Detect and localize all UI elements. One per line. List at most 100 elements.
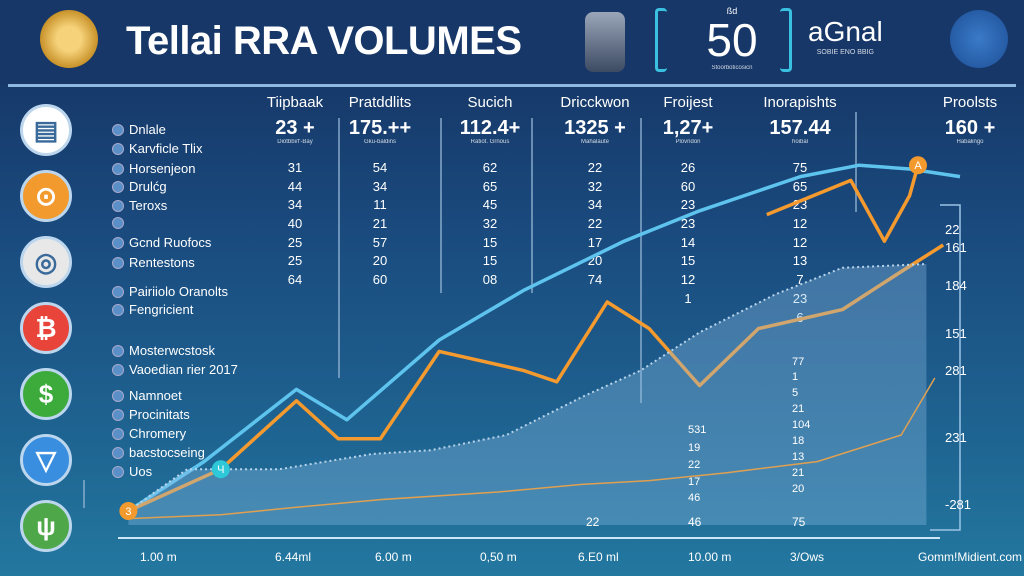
column-sub: Habalingo <box>956 139 984 145</box>
legend-label: Gcnd Ruofocs <box>129 235 212 250</box>
inline-label: 13 <box>792 451 805 463</box>
inline-label: 104 <box>792 419 811 431</box>
table-cell: 57 <box>372 234 388 250</box>
table-cell: 34 <box>372 178 388 194</box>
table-cell: 34 <box>587 197 603 213</box>
legend-label: Rentestons <box>129 255 195 270</box>
table-cell: 25 <box>287 234 303 250</box>
table-column: Dricckwon 1325 + Mahalaute 22 32 34 22 17 20 74 <box>560 94 629 291</box>
legend-label: Fengricient <box>129 302 194 317</box>
marker-label: 3 <box>125 506 131 518</box>
right-axis-label: 184 <box>945 278 967 293</box>
table-cell: 20 <box>372 253 388 269</box>
table-cell: 14 <box>680 234 696 250</box>
legend-label: Uos <box>129 464 153 479</box>
series-area <box>128 264 927 525</box>
table-cell: 11 <box>373 197 387 213</box>
legend-dot-icon <box>112 465 124 478</box>
legend-dot-icon <box>112 217 124 229</box>
table-column: Pratddlits 175.++ Gku-baldins 54 34 11 21 57 20 6… <box>349 94 412 291</box>
table-cell: 22 <box>587 216 603 232</box>
legend-item: Rentestons <box>112 255 195 270</box>
legend-dot-icon <box>112 344 124 357</box>
column-header: Tiipbaak <box>266 94 324 111</box>
coins-icon[interactable]: ◎ <box>20 236 72 288</box>
plug-icon[interactable]: ψ <box>20 500 72 552</box>
table-cell: 32 <box>482 216 498 232</box>
x-tick-label: 0,50 m <box>480 550 517 564</box>
inline-label: 19 <box>688 442 701 454</box>
brand: aGnal SOBIE ENO BBIG <box>808 16 883 57</box>
table-cell: 26 <box>680 160 696 175</box>
bottom-label: 75 <box>792 515 806 529</box>
series-line <box>127 163 961 513</box>
legend-label: Pairiiolo Oranolts <box>129 284 228 299</box>
column-value: 175.++ <box>348 117 412 139</box>
legend-dot-icon <box>112 389 124 402</box>
document-icon[interactable]: ▤ <box>20 104 72 156</box>
legend-item: Vaoedian rier 2017 <box>112 362 238 377</box>
table-cell: 12 <box>792 216 808 232</box>
header-divider <box>8 84 1016 87</box>
table-cell: 15 <box>680 253 696 269</box>
table-cell: 23 <box>680 197 696 213</box>
marker-label: A <box>914 160 922 172</box>
legend-label: Teroxs <box>129 198 168 213</box>
legend-dot-icon <box>112 408 124 421</box>
x-tick-label: 6.E0 ml <box>578 550 619 564</box>
table-cell: 65 <box>482 178 498 194</box>
legend-item <box>112 217 129 229</box>
x-tick-label: 3/Ows <box>790 550 825 564</box>
inline-label: 1 <box>792 371 799 383</box>
right-axis <box>930 204 961 531</box>
table-column: Froijest 1,27+ Plovndon 26 60 23 23 14 15 12 1 <box>663 94 714 310</box>
divider <box>338 118 340 378</box>
bracket-left <box>655 8 667 72</box>
legend-label: Karvficle Tlix <box>129 141 203 156</box>
inline-label: 5 <box>792 387 799 399</box>
legend-label: Chromery <box>129 426 187 441</box>
table-cell: 60 <box>680 178 696 194</box>
column-header: Froijest <box>663 94 713 111</box>
column-value: 157.44 <box>769 117 831 139</box>
column-header: Dricckwon <box>560 94 630 111</box>
bitcoin-icon[interactable]: ₿ <box>20 302 72 354</box>
series-line-dotted <box>127 263 927 512</box>
inline-label: 18 <box>792 435 805 447</box>
badge-number: 50 <box>706 14 758 66</box>
bottom-label: 22 <box>586 515 600 529</box>
legend-item: Gcnd Ruofocs <box>112 235 211 250</box>
legend-item: Teroxs <box>112 198 167 213</box>
series-line <box>128 377 936 520</box>
inline-label: 20 <box>792 483 805 495</box>
inline-label: 21 <box>792 467 805 479</box>
legend-dot-icon <box>112 142 124 155</box>
inline-label: 17 <box>688 476 701 488</box>
legend-item: bacstocseing <box>112 445 205 460</box>
cup-icon[interactable]: ▽ <box>20 434 72 486</box>
column-header: Inorapishts <box>763 94 837 111</box>
legend-item: Mosterwcstosk <box>112 343 215 358</box>
table-cell: 12 <box>792 234 808 250</box>
table-cell: 64 <box>287 272 303 288</box>
legend-item: Karvficle Tlix <box>112 141 202 156</box>
footer-note: Gomm!Midient.com <box>918 550 1023 564</box>
dollar-icon[interactable]: $ <box>20 368 72 420</box>
table-cell: 22 <box>587 160 603 175</box>
coin-icon[interactable]: ⊙ <box>20 170 72 222</box>
right-axis-label: 151 <box>945 326 967 341</box>
brand-sub: SOBIE ENO BBIG <box>816 49 874 56</box>
legend-label: bacstocseing <box>129 445 205 460</box>
table-cell: 62 <box>482 160 498 175</box>
legend-label: Drulćg <box>129 179 167 194</box>
divider <box>531 118 533 293</box>
x-tick-label: 10.00 m <box>688 550 732 564</box>
legend-label: Vaoedian rier 2017 <box>129 362 238 377</box>
inline-label: 531 <box>688 424 707 436</box>
right-axis-label: 161 <box>945 240 967 255</box>
legend-item: Pairiiolo Oranolts <box>112 284 228 299</box>
legend-item: Horsenjeon <box>112 161 196 176</box>
right-axis-label: -281 <box>945 497 972 512</box>
right-axis-label: 281 <box>945 363 967 378</box>
